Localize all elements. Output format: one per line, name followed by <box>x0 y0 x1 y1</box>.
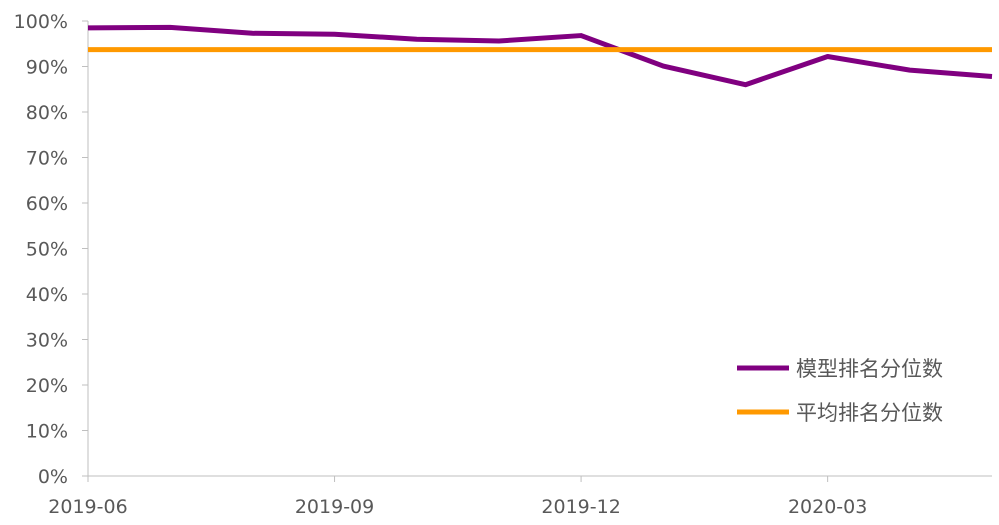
y-tick-label-90-: 90% <box>26 57 68 79</box>
x-tick-label-2019-12: 2019-12 <box>541 496 620 518</box>
legend-label-average-rank: 平均排名分位数 <box>796 401 943 425</box>
legend: 模型排名分位数 平均排名分位数 <box>737 357 943 425</box>
y-tick-label-60-: 60% <box>26 193 68 215</box>
y-tick-label-50-: 50% <box>26 239 68 261</box>
series-line-model-rank <box>87 24 993 88</box>
x-tick-label-2020-03: 2020-03 <box>788 496 867 518</box>
y-tick-label-80-: 80% <box>26 102 68 124</box>
y-tick-label-20-: 20% <box>26 375 68 397</box>
y-tick-label-70-: 70% <box>26 148 68 170</box>
x-tick-label-2019-09: 2019-09 <box>295 496 374 518</box>
y-tick-label-0-: 0% <box>38 466 68 488</box>
y-tick-label-30-: 30% <box>26 330 68 352</box>
y-tick-label-100-: 100% <box>14 11 68 33</box>
series-layer <box>87 24 993 88</box>
y-tick-label-40-: 40% <box>26 284 68 306</box>
x-axis: 2019-06 2019-09 2019-12 2020-03 <box>48 475 992 518</box>
x-tick-label-2019-06: 2019-06 <box>48 496 127 518</box>
y-tick-label-10-: 10% <box>26 421 68 443</box>
legend-label-model-rank: 模型排名分位数 <box>796 357 943 381</box>
y-axis: 0% 10% 20% 30% 40% 50% 60% 70% 80% 90% 100% <box>14 11 89 488</box>
